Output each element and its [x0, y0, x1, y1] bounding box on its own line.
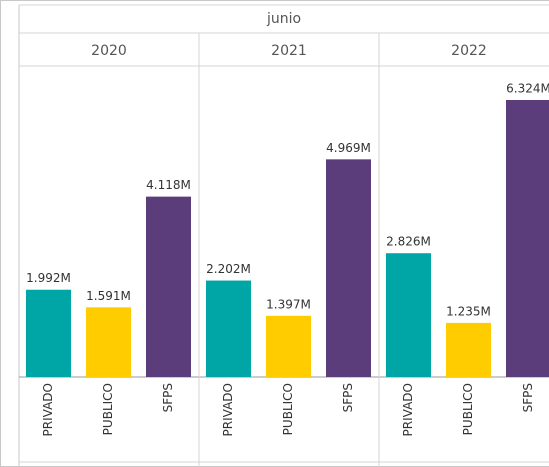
x-tick-label: SFPS [161, 383, 175, 412]
x-tick-label: PUBLICO [461, 383, 475, 435]
bar [326, 159, 371, 377]
x-tick-label: PRIVADO [401, 383, 415, 436]
value-label: 1.591M [86, 289, 131, 303]
panel-label: 2022 [451, 43, 487, 59]
x-tick-label: SFPS [521, 383, 535, 412]
header: junio [266, 11, 301, 27]
value-label: 2.826M [386, 235, 431, 249]
value-label: 4.969M [326, 141, 371, 155]
x-tick-label: PRIVADO [221, 383, 235, 436]
value-label: 1.992M [26, 271, 71, 285]
x-tick-label: PRIVADO [41, 383, 55, 436]
x-tick-label: PUBLICO [281, 383, 295, 435]
bar [26, 289, 71, 377]
panel-label: 2021 [271, 43, 307, 59]
bar [446, 322, 491, 377]
value-label: 6.324M [506, 82, 549, 96]
value-label: 1.235M [446, 304, 491, 318]
bar [146, 196, 191, 377]
value-label: 1.397M [266, 297, 311, 311]
x-tick-label: SFPS [341, 383, 355, 412]
panel-label: 2020 [91, 43, 127, 59]
bar [206, 280, 251, 377]
x-tick-label: PUBLICO [101, 383, 115, 435]
bar [386, 253, 431, 377]
bar [506, 100, 549, 377]
bar [266, 315, 311, 377]
bar [86, 307, 131, 377]
value-label: 2.202M [206, 262, 251, 276]
value-label: 4.118M [146, 178, 191, 192]
